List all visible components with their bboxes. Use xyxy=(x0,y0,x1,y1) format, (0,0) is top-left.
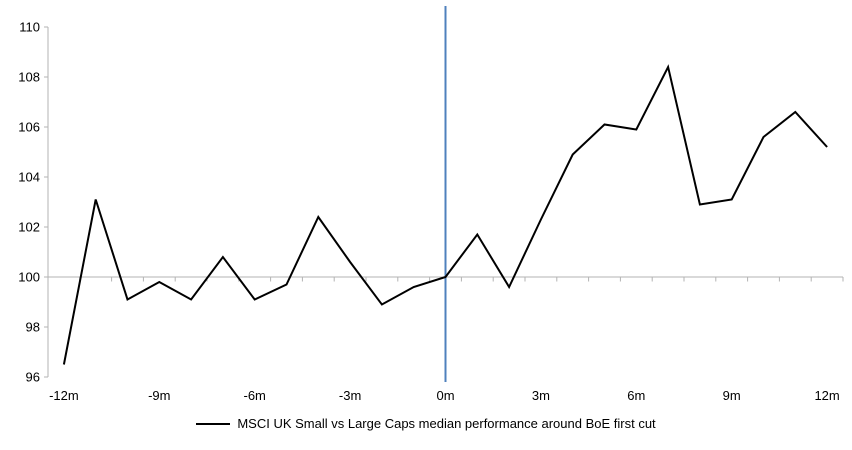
chart-legend: MSCI UK Small vs Large Caps median perfo… xyxy=(0,416,852,431)
y-axis-tick-label: 102 xyxy=(18,220,40,235)
series-line xyxy=(62,64,828,365)
y-axis-tick-label: 98 xyxy=(26,320,40,335)
legend-label: MSCI UK Small vs Large Caps median perfo… xyxy=(237,416,656,431)
x-axis-tick-label: 3m xyxy=(532,388,550,403)
x-axis-tick-label: -3m xyxy=(339,388,361,403)
y-axis-tick-label: 96 xyxy=(26,370,40,385)
x-axis-tick-label: 12m xyxy=(814,388,839,403)
y-axis-tick-label: 104 xyxy=(18,170,40,185)
x-axis-tick-label: 9m xyxy=(723,388,741,403)
x-axis-tick-label: -12m xyxy=(49,388,79,403)
x-axis-tick-label: -6m xyxy=(244,388,266,403)
y-axis-tick-label: 100 xyxy=(18,270,40,285)
x-axis-tick-label: 0m xyxy=(436,388,454,403)
legend-line-sample-icon xyxy=(196,422,231,425)
y-axis-tick-label: 106 xyxy=(18,120,40,135)
x-axis-tick-label: 6m xyxy=(627,388,645,403)
y-axis-tick-label: 108 xyxy=(18,70,40,85)
x-axis-tick-label: -9m xyxy=(148,388,170,403)
y-axis-tick-label: 110 xyxy=(19,20,40,35)
